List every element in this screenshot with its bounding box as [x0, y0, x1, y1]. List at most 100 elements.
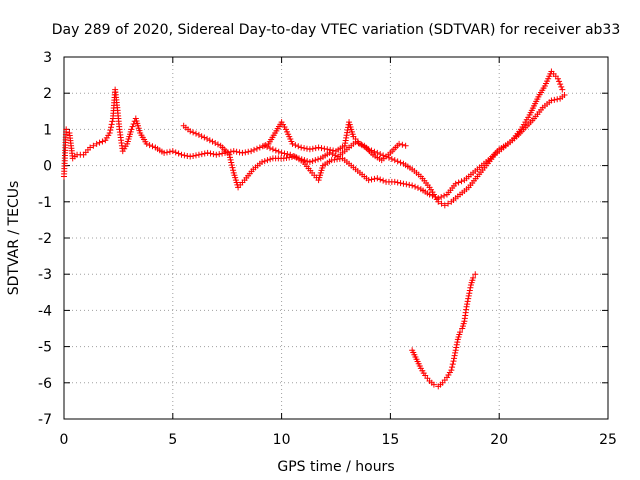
- axis-ticks: 0 5 10 15 20 25 -7 -6 -5 -4 -3 -2 -1 0 1 2 3: [38, 50, 617, 448]
- data-point: [278, 149, 285, 156]
- data-point: [219, 150, 226, 157]
- data-point: [146, 142, 153, 149]
- y-tick-label: 1: [43, 122, 52, 138]
- data-point: [245, 148, 252, 155]
- series-negative-branch: [409, 271, 479, 390]
- data-point: [99, 138, 106, 145]
- data-point: [190, 129, 197, 136]
- data-point: [429, 192, 436, 199]
- data-point: [318, 145, 325, 152]
- data-point: [204, 135, 211, 142]
- data-point: [178, 151, 185, 158]
- data-point: [227, 148, 234, 155]
- data-point: [451, 352, 458, 359]
- data-point: [210, 151, 217, 158]
- data-point: [239, 149, 246, 156]
- x-axis-label: GPS time / hours: [277, 459, 394, 475]
- data-point: [312, 157, 319, 164]
- data-point: [368, 176, 375, 183]
- data-point: [455, 179, 462, 186]
- data-point: [90, 142, 97, 149]
- data-point: [264, 143, 271, 150]
- y-tick-label: -1: [38, 195, 52, 211]
- data-point: [315, 156, 322, 163]
- data-point: [327, 146, 334, 153]
- data-point: [228, 162, 235, 169]
- data-point: [458, 178, 465, 185]
- data-point: [295, 143, 302, 150]
- data-point: [426, 191, 433, 198]
- data-point: [298, 144, 305, 151]
- data-point: [453, 344, 460, 351]
- data-point: [212, 139, 219, 146]
- data-point: [371, 175, 378, 182]
- data-point: [352, 139, 359, 146]
- data-point: [204, 149, 211, 156]
- data-point: [226, 151, 233, 158]
- y-tick-label: -7: [38, 412, 52, 428]
- data-point: [175, 150, 182, 157]
- data-point: [264, 157, 271, 164]
- data-point: [236, 149, 243, 156]
- data-point: [304, 158, 311, 165]
- data-point: [193, 152, 200, 159]
- data-point: [454, 339, 461, 346]
- y-tick-label: 2: [43, 86, 52, 102]
- data-point: [184, 152, 191, 159]
- data-point: [556, 78, 563, 85]
- data-point: [275, 148, 282, 155]
- data-point: [452, 180, 459, 187]
- data-point: [397, 159, 404, 166]
- data-point: [380, 152, 387, 159]
- data-point: [306, 158, 313, 165]
- data-point: [229, 164, 236, 171]
- data-point: [253, 145, 260, 152]
- data-point: [432, 193, 439, 200]
- data-point: [198, 151, 205, 158]
- data-point: [266, 145, 273, 152]
- data-point: [289, 140, 296, 147]
- data-point: [226, 154, 233, 161]
- data-point: [108, 121, 115, 128]
- data-point: [315, 144, 322, 151]
- data-point: [472, 271, 479, 278]
- data-point: [301, 145, 308, 152]
- data-point: [214, 141, 221, 148]
- data-point: [309, 145, 316, 152]
- x-tick-label: 20: [490, 432, 508, 448]
- data-point: [441, 192, 448, 199]
- data-point: [465, 295, 472, 302]
- y-axis-label: SDTVAR / TECUs: [6, 181, 22, 296]
- data-point: [457, 329, 464, 336]
- data-point: [242, 149, 249, 156]
- data-point: [450, 358, 457, 365]
- data-point: [190, 152, 197, 159]
- data-point: [259, 158, 266, 165]
- data-point: [248, 148, 255, 155]
- data-point: [129, 123, 136, 130]
- data-point: [414, 184, 421, 191]
- y-tick-label: -6: [38, 376, 52, 392]
- y-tick-label: -5: [38, 340, 52, 356]
- data-point: [256, 144, 263, 151]
- data-point: [187, 153, 194, 160]
- data-point: [321, 145, 328, 152]
- data-point: [63, 126, 70, 133]
- data-point: [298, 156, 305, 163]
- data-point: [161, 149, 168, 156]
- data-point: [233, 148, 240, 155]
- data-point: [213, 151, 220, 158]
- data-point: [209, 138, 216, 145]
- data-point: [365, 177, 372, 184]
- data-point: [130, 120, 137, 127]
- data-point: [326, 149, 333, 156]
- data-point: [93, 140, 100, 147]
- data-point: [558, 83, 565, 90]
- data-point: [380, 177, 387, 184]
- data-point: [448, 367, 455, 374]
- y-tick-label: 0: [43, 159, 52, 175]
- data-point: [296, 155, 303, 162]
- data-point: [391, 157, 398, 164]
- y-tick-label: -3: [38, 267, 52, 283]
- data-point: [329, 151, 336, 158]
